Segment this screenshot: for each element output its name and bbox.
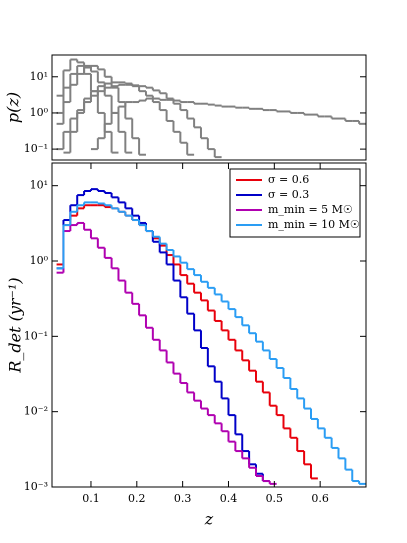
x-tick-label: 0.5 bbox=[266, 492, 284, 505]
x-axis-label: z bbox=[204, 510, 214, 529]
x-tick-label: 0.3 bbox=[174, 492, 192, 505]
y-tick-label: 10¹ bbox=[30, 70, 48, 83]
y-tick-label: 10⁻³ bbox=[24, 480, 48, 493]
y-tick-label: 10⁻¹ bbox=[24, 142, 48, 155]
x-tick-label: 0.6 bbox=[311, 492, 329, 505]
legend-label: σ = 0.6 bbox=[268, 173, 309, 186]
plot-area bbox=[56, 58, 366, 159]
axes-frame bbox=[51, 54, 367, 161]
y-axis-label: R_det (yr⁻¹) bbox=[6, 277, 25, 373]
y-tick-label: 10⁻¹ bbox=[24, 329, 48, 342]
legend-label: m_min = 10 M☉ bbox=[268, 218, 360, 231]
x-tick-label: 0.1 bbox=[82, 492, 100, 505]
legend-label: σ = 0.3 bbox=[268, 188, 309, 201]
plot-area bbox=[56, 188, 366, 485]
y-tick-label: 10¹ bbox=[30, 179, 48, 192]
y-tick-label: 10⁻² bbox=[24, 405, 48, 418]
x-tick-label: 0.2 bbox=[128, 492, 146, 505]
y-tick-label: 10⁰ bbox=[30, 254, 49, 267]
y-tick-label: 10⁰ bbox=[30, 106, 49, 119]
legend-label: m_min = 5 M☉ bbox=[268, 203, 353, 216]
y-axis-label: p(z) bbox=[4, 92, 23, 123]
x-tick-label: 0.4 bbox=[220, 492, 238, 505]
axes-frame bbox=[51, 162, 367, 488]
